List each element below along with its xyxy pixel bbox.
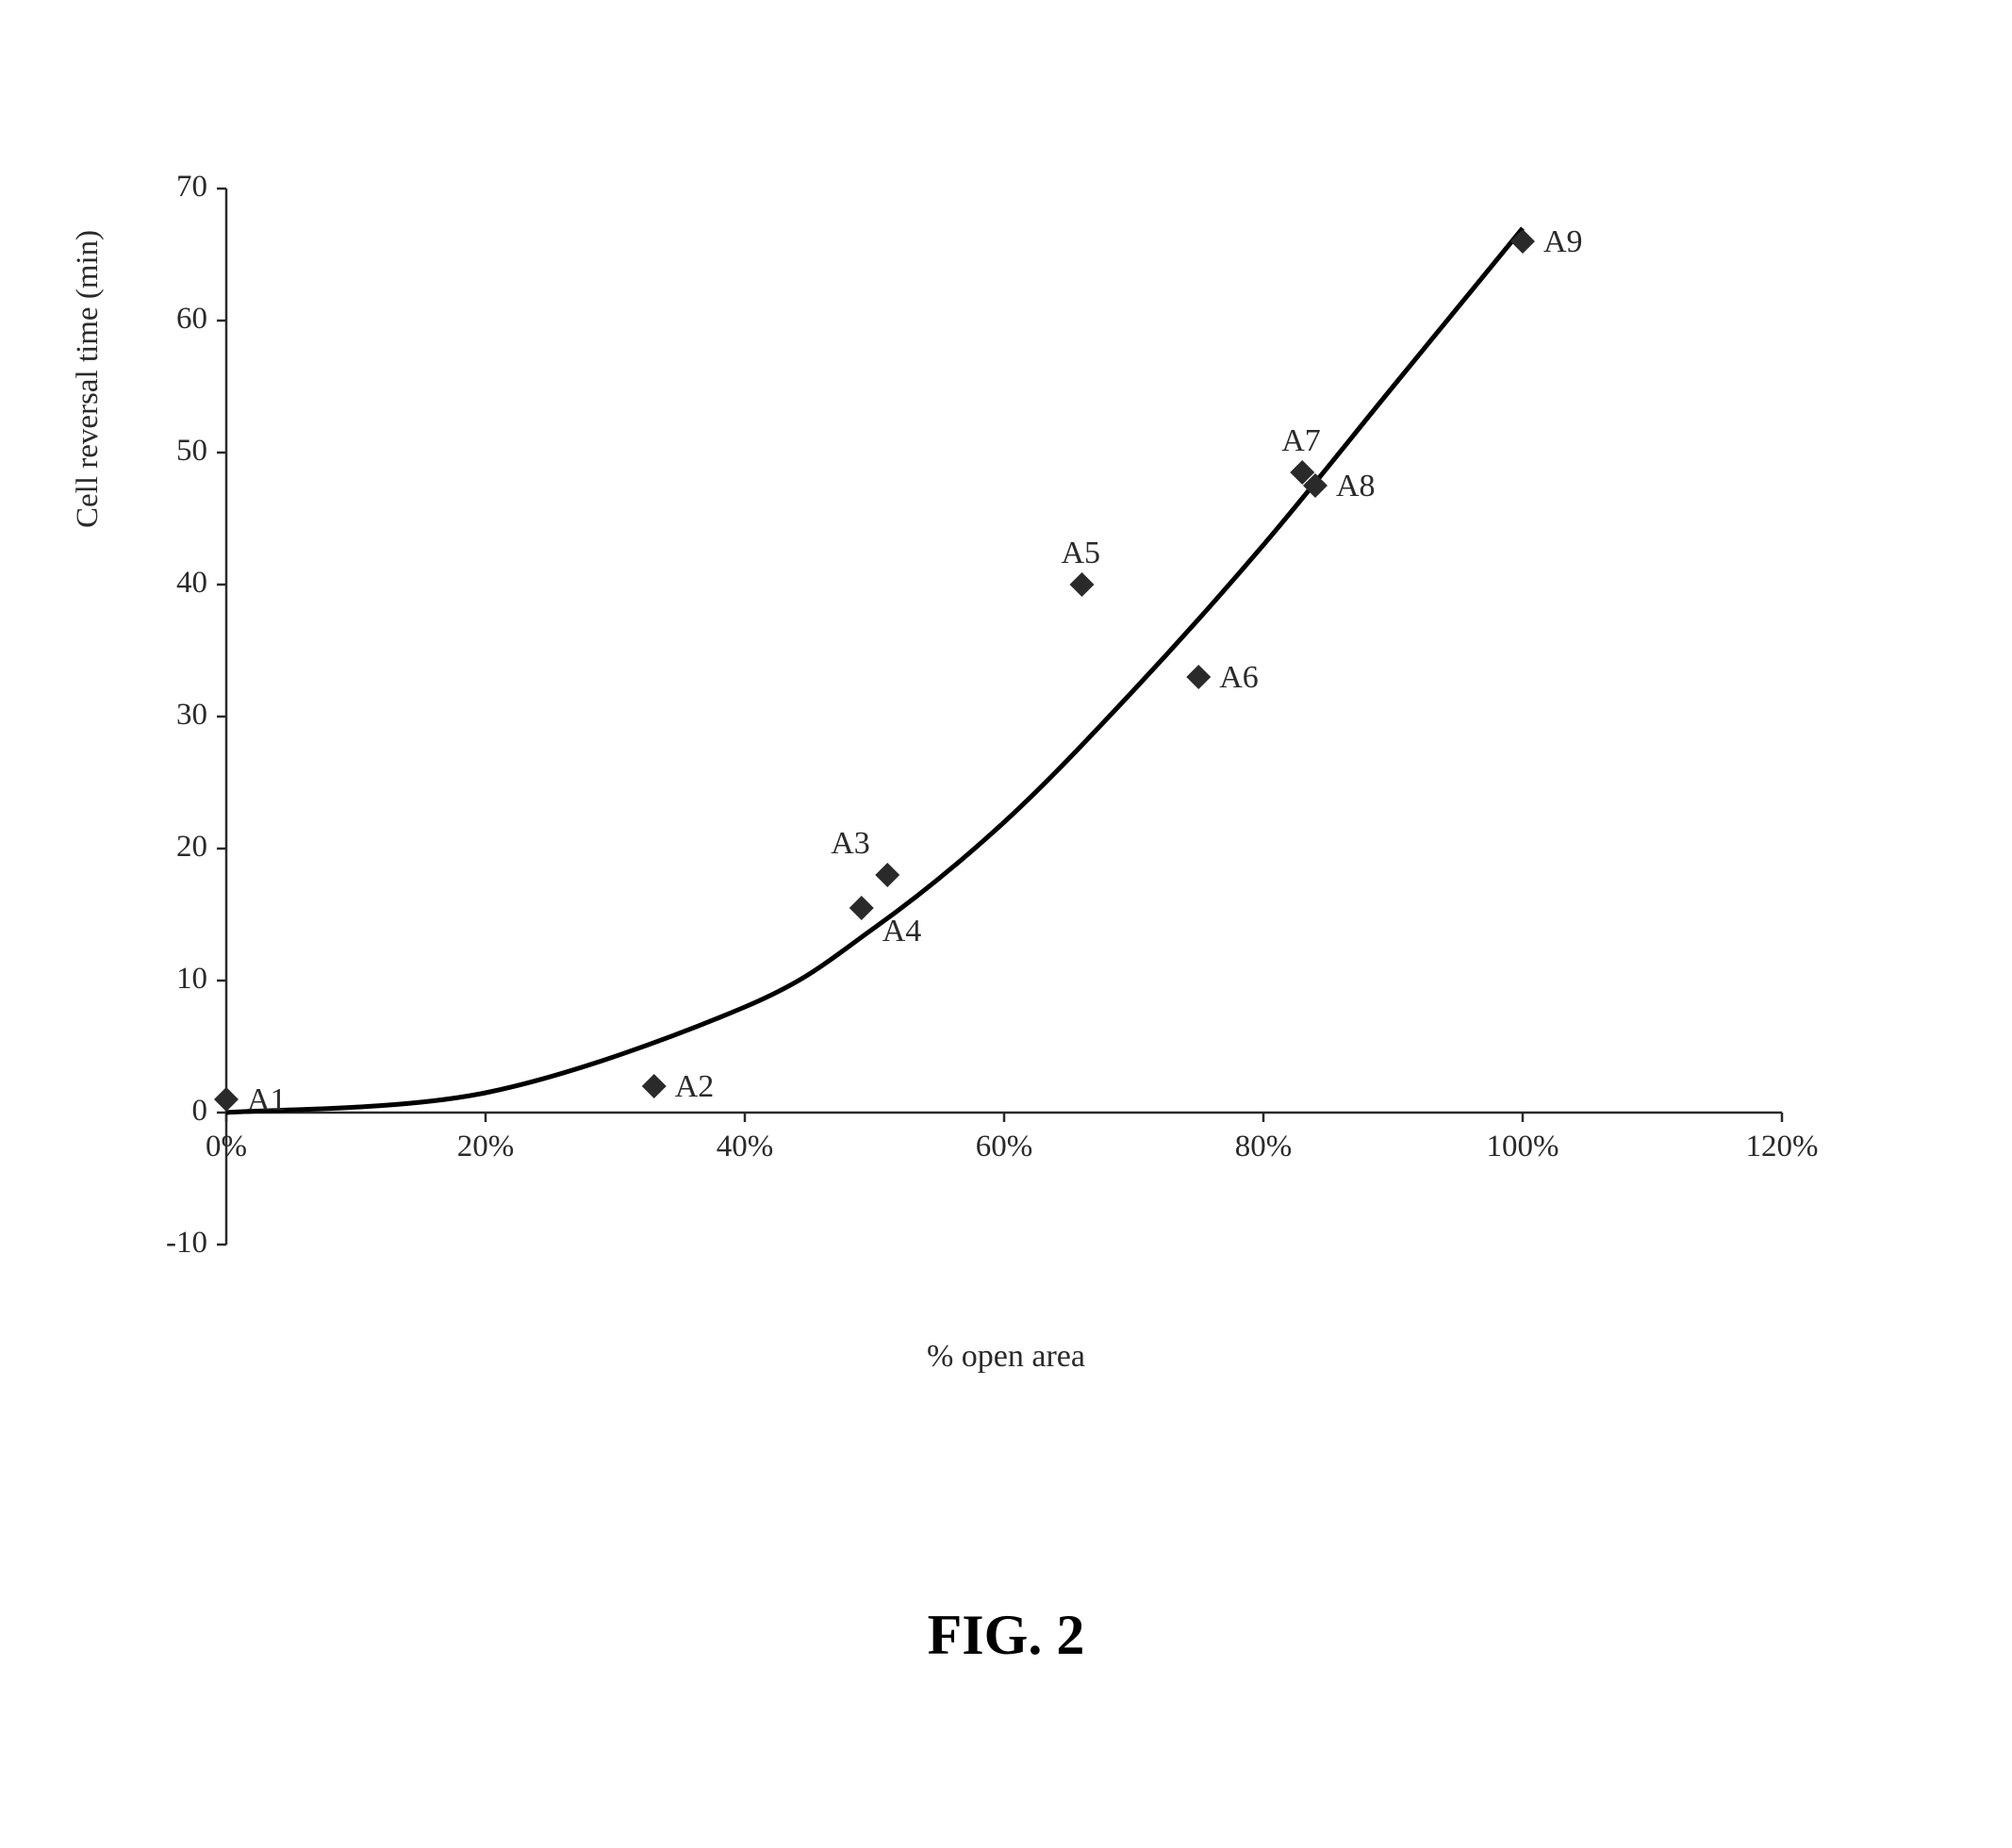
point-label: A2 [675,1069,715,1105]
point-label: A5 [1062,536,1101,571]
x-tick-label: 80% [1235,1130,1293,1164]
x-tick-label: 40% [717,1130,774,1164]
trend-curve [226,228,1523,1113]
chart-svg [170,170,1820,1395]
scatter-chart [170,170,1820,1395]
point-label: A3 [831,826,870,862]
y-tick-label: 20 [141,830,207,865]
data-point-marker [1186,665,1211,689]
data-point-marker [214,1087,239,1112]
data-point-marker [1510,229,1535,254]
y-tick-label: 40 [141,566,207,601]
y-tick-label: 50 [141,434,207,469]
x-tick-label: 60% [976,1130,1033,1164]
data-point-marker [875,863,899,887]
y-axis-label: Cell reversal time (min) [71,230,106,528]
y-tick-label: 70 [141,170,207,205]
point-label: A8 [1336,469,1376,504]
x-tick-label: 100% [1487,1130,1559,1164]
point-label: A1 [247,1082,287,1118]
data-point-marker [1070,572,1095,597]
point-label: A6 [1219,660,1259,696]
y-tick-label: 10 [141,962,207,997]
x-tick-label: 120% [1746,1130,1819,1164]
point-label: A7 [1281,423,1321,459]
point-label: A4 [882,914,922,949]
x-tick-label: 20% [457,1130,515,1164]
data-point-marker [642,1074,667,1098]
x-tick-label: 0% [206,1130,247,1164]
y-tick-label: 0 [141,1094,207,1129]
y-tick-label: 30 [141,698,207,733]
x-axis-label: % open area [0,1339,2012,1375]
y-tick-label: -10 [141,1226,207,1261]
figure-caption: FIG. 2 [0,1603,2012,1668]
y-tick-label: 60 [141,302,207,337]
point-label: A9 [1543,224,1583,260]
data-point-marker [849,896,874,920]
